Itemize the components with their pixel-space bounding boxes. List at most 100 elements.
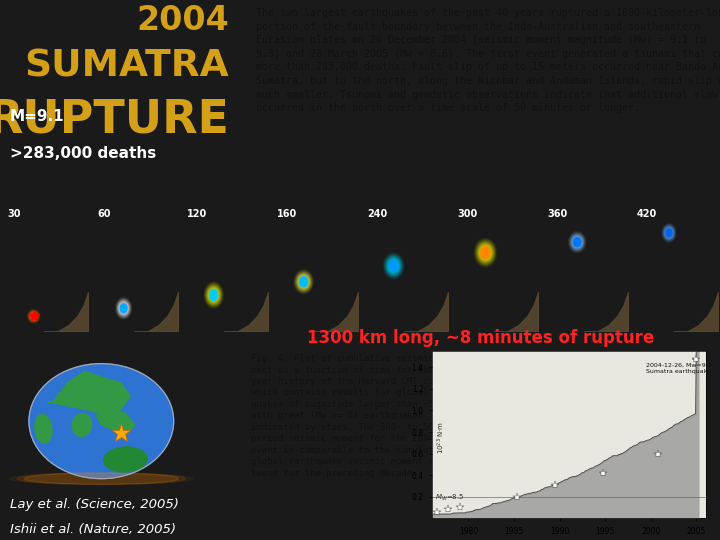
Polygon shape [575, 239, 580, 246]
Polygon shape [32, 314, 35, 318]
Polygon shape [213, 294, 214, 296]
Polygon shape [211, 292, 216, 299]
Polygon shape [225, 293, 269, 332]
Polygon shape [391, 262, 397, 269]
Polygon shape [666, 228, 672, 237]
Polygon shape [392, 264, 395, 268]
Polygon shape [674, 293, 719, 332]
Polygon shape [668, 232, 670, 234]
Polygon shape [117, 299, 131, 318]
Polygon shape [388, 259, 400, 273]
Polygon shape [667, 231, 670, 235]
Polygon shape [570, 233, 585, 252]
Polygon shape [123, 308, 124, 309]
Polygon shape [120, 303, 127, 313]
Polygon shape [575, 239, 580, 245]
Polygon shape [667, 231, 670, 234]
Polygon shape [664, 226, 674, 240]
Polygon shape [32, 314, 36, 319]
Polygon shape [31, 313, 37, 319]
Polygon shape [120, 304, 127, 313]
Polygon shape [405, 293, 449, 332]
Polygon shape [480, 246, 490, 259]
Polygon shape [122, 307, 125, 310]
Polygon shape [494, 293, 539, 332]
Polygon shape [485, 252, 486, 253]
Polygon shape [32, 315, 35, 318]
Polygon shape [28, 310, 40, 322]
Polygon shape [478, 243, 493, 262]
Polygon shape [123, 307, 125, 309]
Polygon shape [663, 226, 675, 240]
Text: 2004: 2004 [136, 4, 229, 37]
Text: $10^{23}$ N·m: $10^{23}$ N·m [436, 421, 447, 454]
Polygon shape [576, 241, 578, 244]
Polygon shape [475, 240, 495, 266]
Polygon shape [32, 315, 35, 318]
Polygon shape [391, 262, 397, 269]
Text: 30: 30 [7, 209, 21, 219]
Text: The two largest earthquakes of the past 40 years ruptured a 1600-kilometer-long
: The two largest earthquakes of the past … [256, 8, 720, 113]
Polygon shape [484, 251, 487, 255]
Polygon shape [669, 232, 670, 233]
Text: RUPTURE: RUPTURE [0, 97, 229, 142]
Polygon shape [574, 238, 580, 246]
Polygon shape [208, 288, 219, 302]
Polygon shape [48, 372, 130, 415]
Polygon shape [392, 265, 395, 267]
Polygon shape [482, 249, 489, 256]
Polygon shape [30, 313, 37, 320]
Polygon shape [667, 230, 671, 235]
Text: 420: 420 [637, 209, 657, 219]
Polygon shape [576, 240, 579, 244]
Polygon shape [576, 241, 578, 244]
Polygon shape [208, 287, 220, 303]
Polygon shape [392, 265, 395, 267]
Polygon shape [121, 305, 126, 312]
Polygon shape [585, 293, 629, 332]
Ellipse shape [9, 473, 193, 484]
Ellipse shape [72, 414, 91, 436]
Polygon shape [386, 256, 402, 276]
Polygon shape [300, 277, 307, 286]
Polygon shape [476, 241, 495, 265]
Polygon shape [390, 261, 397, 271]
Polygon shape [209, 288, 218, 302]
Polygon shape [480, 246, 491, 260]
Polygon shape [484, 251, 487, 254]
Polygon shape [210, 291, 217, 299]
Polygon shape [207, 286, 220, 305]
Polygon shape [32, 315, 35, 318]
Polygon shape [387, 257, 400, 275]
Polygon shape [210, 290, 217, 300]
Polygon shape [666, 229, 672, 237]
Text: 160: 160 [277, 209, 297, 219]
Polygon shape [123, 308, 124, 309]
Polygon shape [389, 259, 399, 273]
Polygon shape [212, 294, 215, 296]
Polygon shape [390, 261, 397, 271]
Text: 240: 240 [367, 209, 387, 219]
Polygon shape [572, 236, 582, 248]
Polygon shape [30, 312, 38, 321]
Polygon shape [212, 293, 215, 297]
Polygon shape [667, 230, 671, 236]
Polygon shape [211, 292, 216, 299]
Polygon shape [483, 249, 488, 256]
Polygon shape [300, 278, 307, 286]
Text: 1300 km long, ~8 minutes of rupture: 1300 km long, ~8 minutes of rupture [307, 329, 654, 347]
Polygon shape [121, 305, 126, 312]
Polygon shape [122, 305, 126, 311]
Polygon shape [667, 230, 671, 235]
Polygon shape [295, 271, 312, 292]
Ellipse shape [17, 473, 186, 484]
Polygon shape [299, 276, 308, 288]
Polygon shape [482, 248, 489, 258]
Polygon shape [206, 284, 222, 306]
Ellipse shape [35, 415, 52, 443]
Ellipse shape [104, 447, 147, 472]
Text: 360: 360 [547, 209, 567, 219]
Polygon shape [662, 225, 675, 241]
Polygon shape [667, 231, 670, 234]
Polygon shape [297, 274, 310, 290]
